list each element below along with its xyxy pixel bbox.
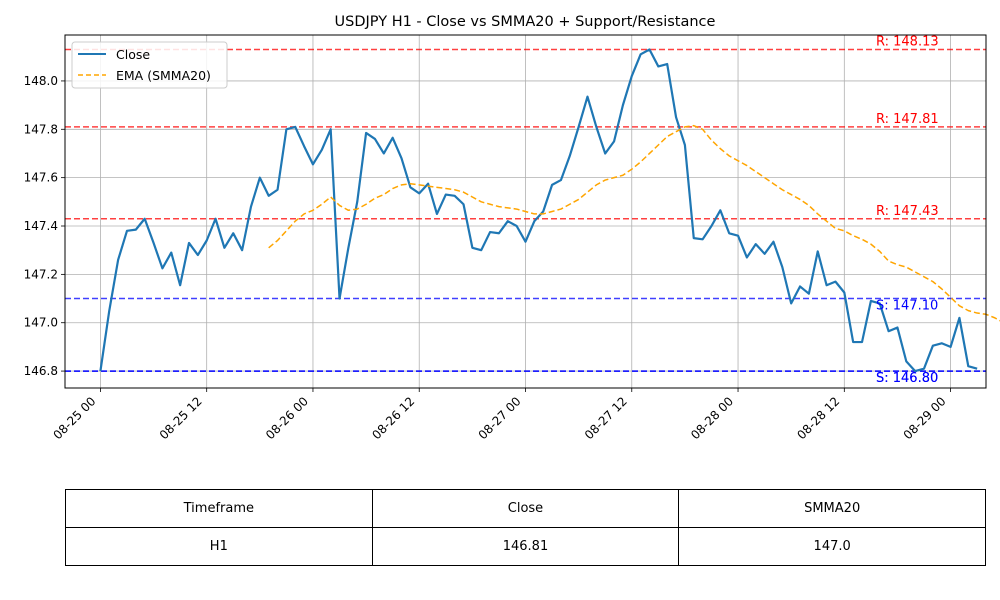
table-cell: 146.81 bbox=[371, 527, 680, 566]
resistance-label: R: 148.13 bbox=[876, 35, 939, 50]
x-tick-label: 08-28 12 bbox=[794, 394, 842, 442]
y-axis: 146.8 147.0 147.2 147.4 147.6 147.8 148.0 bbox=[24, 74, 65, 378]
x-tick-label: 08-26 00 bbox=[263, 394, 311, 442]
chart-title: USDJPY H1 - Close vs SMMA20 + Support/Re… bbox=[335, 14, 716, 30]
x-tick-label: 08-29 00 bbox=[901, 394, 949, 442]
y-tick-label: 147.0 bbox=[24, 316, 58, 330]
legend: Close EMA (SMMA20) bbox=[71, 41, 228, 89]
y-tick-label: 147.6 bbox=[24, 171, 58, 185]
table-cell: H1 bbox=[65, 527, 373, 566]
close-series-line bbox=[99, 48, 978, 373]
x-tick-label: 08-26 12 bbox=[369, 394, 417, 442]
legend-box bbox=[71, 41, 228, 89]
table-header-cell: Close bbox=[371, 489, 680, 528]
legend-close-label: Close bbox=[116, 47, 150, 62]
table-header-row: Timeframe Close SMMA20 bbox=[65, 489, 986, 528]
ema-series-line bbox=[268, 124, 1000, 322]
support-label: S: 147.10 bbox=[876, 299, 938, 314]
support-label: S: 146.80 bbox=[876, 371, 938, 386]
x-tick-label: 08-25 00 bbox=[50, 394, 98, 442]
resistance-label: R: 147.81 bbox=[876, 112, 939, 127]
x-tick-label: 08-25 12 bbox=[157, 394, 205, 442]
x-tick-label: 08-27 12 bbox=[582, 394, 630, 442]
table-header-cell: Timeframe bbox=[65, 489, 373, 528]
x-axis: 08-25 00 08-25 12 08-26 00 08-26 12 08-27 00… bbox=[50, 388, 951, 442]
table-row: H1 146.81 147.0 bbox=[65, 527, 986, 566]
series-lines bbox=[99, 48, 1000, 373]
y-tick-label: 147.4 bbox=[24, 219, 58, 233]
legend-ema-label: EMA (SMMA20) bbox=[116, 68, 211, 83]
support-label: S: 146.80 bbox=[876, 371, 938, 386]
x-tick-label: 08-27 00 bbox=[476, 394, 524, 442]
table-cell: 147.0 bbox=[678, 527, 986, 566]
resistance-label: R: 147.43 bbox=[876, 204, 939, 219]
y-tick-label: 146.8 bbox=[24, 364, 58, 378]
x-tick-label: 08-28 00 bbox=[688, 394, 736, 442]
level-labels: R: 148.13 R: 147.81 R: 147.43 S: 147.10 S: 1… bbox=[876, 35, 939, 387]
y-tick-label: 147.2 bbox=[24, 267, 58, 281]
summary-table: Timeframe Close SMMA20 H1 146.81 147.0 bbox=[65, 489, 986, 566]
support-resistance-levels bbox=[65, 48, 986, 372]
y-tick-label: 147.8 bbox=[24, 122, 58, 136]
table-header-cell: SMMA20 bbox=[678, 489, 986, 528]
y-tick-label: 148.0 bbox=[24, 74, 58, 88]
